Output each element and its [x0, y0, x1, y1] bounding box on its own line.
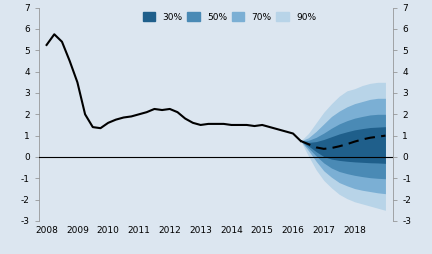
Legend: 30%, 50%, 70%, 90%: 30%, 50%, 70%, 90% — [143, 12, 316, 22]
